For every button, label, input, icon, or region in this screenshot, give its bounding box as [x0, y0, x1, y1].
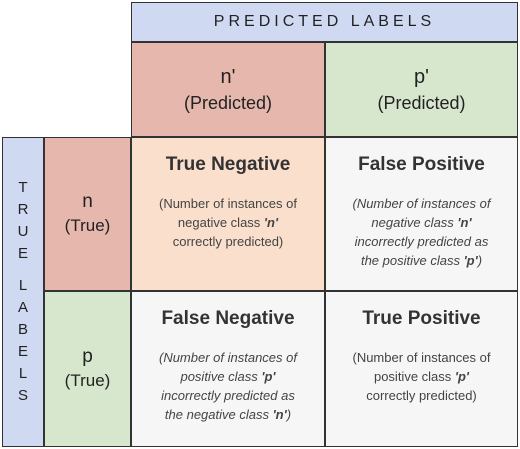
desc-class: 'n' [457, 215, 471, 230]
false-negative-title: False Negative [161, 308, 294, 330]
true-negative-description: (Number of instances of negative class '… [151, 194, 305, 251]
desc-class: 'p' [455, 369, 469, 384]
desc-line: the negative class 'n') [159, 405, 297, 424]
desc-text: negative class [371, 215, 457, 230]
desc-class: 'n' [264, 215, 278, 230]
desc-text: positive class [180, 369, 261, 384]
desc-line: incorrectly predicted as [352, 232, 490, 251]
true-negative-sub: (True) [65, 214, 111, 238]
desc-line: negative class 'n' [352, 213, 490, 232]
desc-line: (Number of instances of [159, 348, 297, 367]
desc-line: positive class 'p' [352, 367, 490, 386]
predicted-positive-header: p' (Predicted) [325, 42, 518, 137]
true-negative-cell: True Negative (Number of instances of ne… [131, 137, 325, 291]
true-letter: T [18, 177, 27, 199]
predicted-negative-header: n' (Predicted) [131, 42, 325, 137]
predicted-positive-sub: (Predicted) [377, 90, 465, 116]
labels-letter: L [19, 363, 27, 385]
labels-letter: L [19, 275, 27, 297]
desc-line: (Number of instances of [159, 194, 297, 213]
predicted-positive-label: p' [414, 64, 429, 90]
true-positive-title: True Positive [362, 308, 480, 330]
desc-text: negative class [178, 215, 264, 230]
predicted-negative-sub: (Predicted) [184, 90, 272, 116]
desc-class: 'n' [273, 407, 287, 422]
desc-class: 'p' [261, 369, 275, 384]
predicted-labels-header: PREDICTED LABELS [131, 2, 518, 42]
false-negative-description: (Number of instances of positive class '… [151, 348, 305, 424]
labels-letter: A [18, 297, 28, 319]
true-letter: R [18, 199, 29, 221]
desc-line: positive class 'p' [159, 367, 297, 386]
true-negative-title: True Negative [166, 154, 291, 176]
desc-line: correctly predicted) [159, 232, 297, 251]
desc-line: (Number of instances of [352, 348, 490, 367]
false-positive-cell: False Positive (Number of instances of n… [325, 137, 518, 291]
desc-text: the positive class [361, 253, 464, 268]
true-positive-description: (Number of instances of positive class '… [344, 348, 498, 405]
desc-text: positive class [374, 369, 455, 384]
desc-line: the positive class 'p') [352, 251, 490, 270]
false-positive-title: False Positive [358, 154, 485, 176]
true-letter: U [18, 221, 29, 243]
labels-letter: S [18, 385, 28, 407]
desc-text: the negative class [165, 407, 273, 422]
desc-line: negative class 'n' [159, 213, 297, 232]
true-negative-label: n [82, 190, 93, 214]
true-positive-sub: (True) [65, 369, 111, 393]
true-positive-row-header: p (True) [44, 291, 131, 447]
false-negative-cell: False Negative (Number of instances of p… [131, 291, 325, 447]
labels-letter: E [18, 341, 28, 363]
true-labels-text: T R U E L A B E L S [18, 177, 29, 407]
false-positive-description: (Number of instances of negative class '… [344, 194, 498, 270]
true-positive-cell: True Positive (Number of instances of po… [325, 291, 518, 447]
true-letter: E [18, 243, 28, 265]
desc-class: 'p' [464, 253, 478, 268]
desc-text: ) [287, 407, 291, 422]
desc-text: ) [478, 253, 482, 268]
true-labels-header: T R U E L A B E L S [2, 137, 44, 447]
predicted-labels-text: PREDICTED LABELS [214, 13, 435, 31]
true-negative-row-header: n (True) [44, 137, 131, 291]
desc-line: incorrectly predicted as [159, 386, 297, 405]
predicted-negative-label: n' [221, 64, 236, 90]
desc-line: correctly predicted) [352, 386, 490, 405]
labels-letter: B [18, 319, 28, 341]
true-positive-label: p [82, 345, 93, 369]
desc-line: (Number of instances of [352, 194, 490, 213]
